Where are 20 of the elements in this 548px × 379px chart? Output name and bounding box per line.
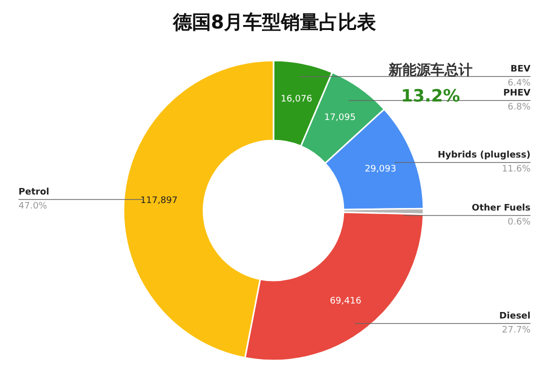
text: 11.6% [502,164,531,174]
text: 47.0% [18,202,48,212]
data-label: 16,076 [280,94,312,104]
data-label: 17,095 [324,113,356,124]
data-label: 117,897 [140,196,178,206]
text: 6.4% [508,78,531,88]
text: 27.7% [502,326,531,336]
text: 新能源车总计 [388,62,472,78]
text: 0.6% [508,218,531,228]
data-label: 29,093 [364,164,396,175]
data-label: 69,416 [330,296,362,307]
text: 13.2% [401,86,460,106]
slice-label: BEV [510,64,531,74]
chart-title: 德国8月车型销量占比表 [172,12,378,34]
slice-label: Petrol [18,188,50,198]
text: 6.8% [508,102,531,112]
slice-label: Hybrids (plugless) [438,150,531,160]
slice-label: PHEV [503,88,531,98]
slice-label: Diesel [499,312,531,322]
slice-label: Other Fuels [472,204,531,214]
